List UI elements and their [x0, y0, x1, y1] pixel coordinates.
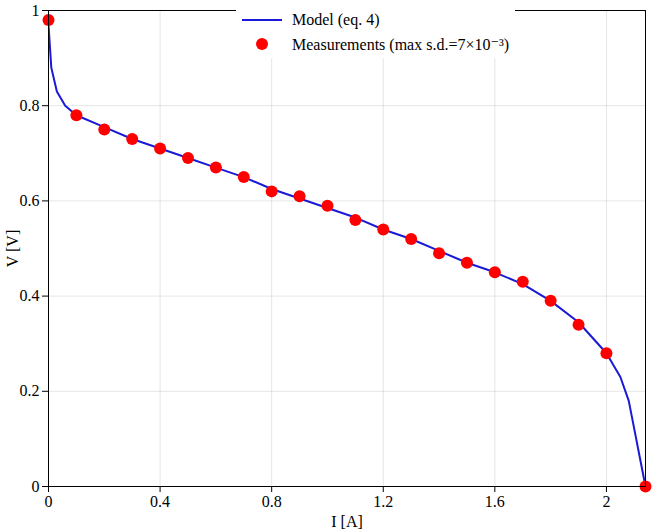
svg-text:1.6: 1.6	[485, 493, 505, 510]
svg-text:0.2: 0.2	[20, 382, 40, 399]
svg-text:I [A]: I [A]	[331, 513, 363, 530]
html-text:Model (eq. 4): Model (eq. 4)	[292, 11, 380, 28]
html-text:Measurements (max s.d.=7×10⁻³): Measurements (max s.d.=7×10⁻³)	[292, 35, 509, 53]
svg-text:V [V]: V [V]	[4, 230, 21, 267]
svg-text:0.4: 0.4	[20, 287, 40, 304]
svg-text:0.6: 0.6	[20, 192, 40, 209]
svg-text:0.4: 0.4	[150, 493, 170, 510]
svg-text:1: 1	[32, 2, 40, 19]
svg-text:1.2: 1.2	[373, 493, 393, 510]
svg-text:2: 2	[602, 493, 610, 510]
svg-text:0: 0	[45, 493, 53, 510]
svg-text:0.8: 0.8	[20, 97, 40, 114]
svg-text:0: 0	[32, 478, 40, 495]
svg-text:0.8: 0.8	[262, 493, 282, 510]
